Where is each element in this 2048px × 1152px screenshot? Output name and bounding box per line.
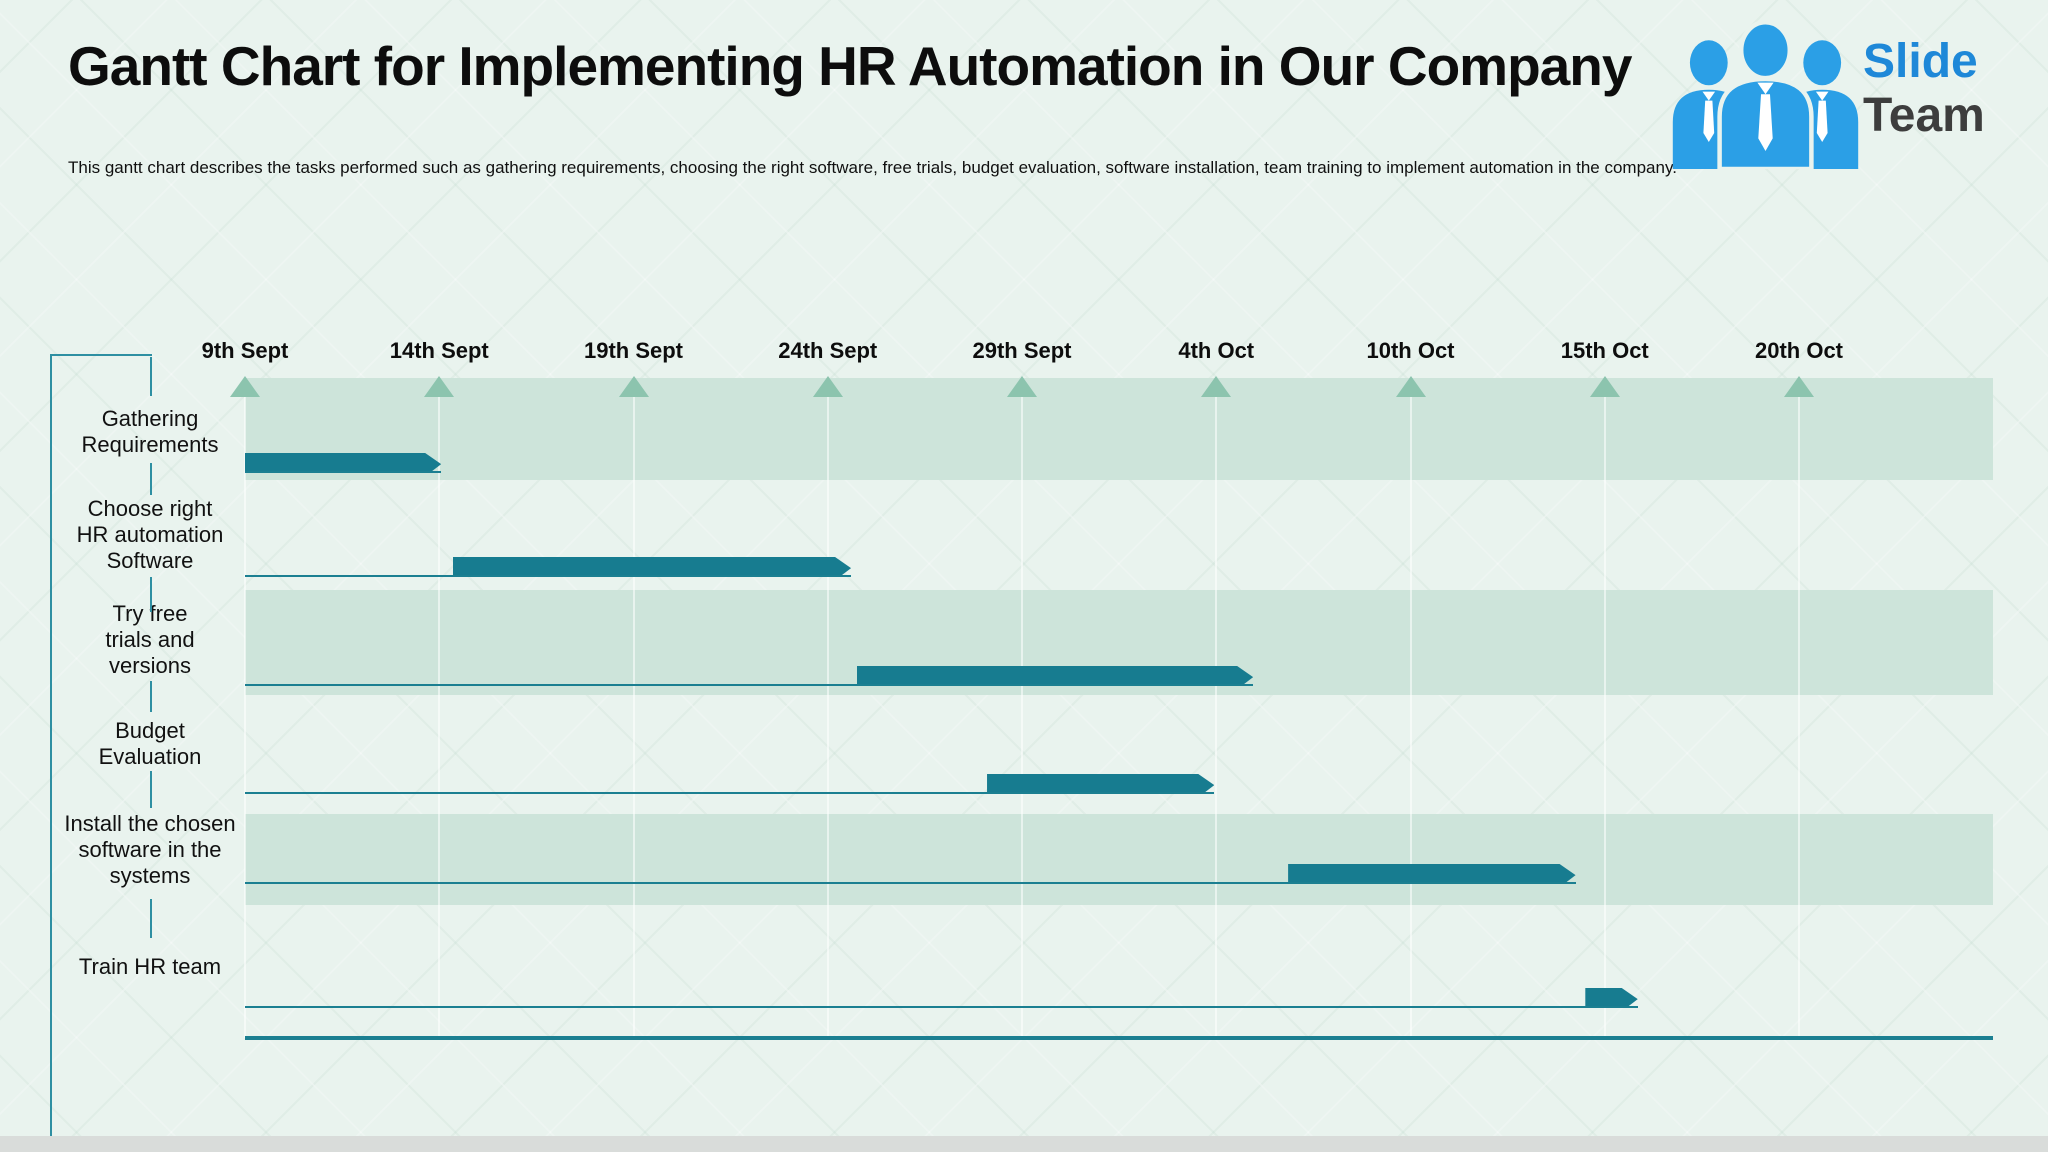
task-baseline bbox=[245, 575, 852, 577]
timeline-marker-triangle bbox=[618, 376, 649, 397]
timeline-gridline bbox=[632, 378, 635, 1038]
timeline-gridline bbox=[1603, 378, 1606, 1038]
task-baseline bbox=[245, 792, 1215, 794]
timeline-marker-triangle bbox=[1007, 376, 1037, 397]
timeline-gridline bbox=[244, 378, 246, 1038]
task-bracket-line bbox=[50, 354, 52, 1136]
task-label: Budget Evaluation bbox=[98, 718, 202, 769]
timeline-date-label: 20th Oct bbox=[1754, 338, 1844, 363]
timeline-date-label: 29th Sept bbox=[972, 338, 1072, 363]
task-baseline bbox=[245, 1006, 1638, 1008]
plot-bottom-line bbox=[245, 1036, 1993, 1040]
timeline-marker-triangle bbox=[1395, 376, 1426, 397]
logo-text: Slide Team bbox=[1863, 38, 1985, 140]
gantt-bar bbox=[453, 557, 851, 575]
page-title: Gantt Chart for Implementing HR Automati… bbox=[68, 35, 1632, 97]
label-connector-line bbox=[150, 577, 152, 612]
timeline-marker-triangle bbox=[812, 376, 843, 397]
page-subtitle: This gantt chart describes the tasks per… bbox=[68, 158, 1677, 177]
task-baseline bbox=[245, 882, 1576, 884]
timeline-date-label: 9th Sept bbox=[201, 338, 289, 363]
label-connector-line bbox=[150, 681, 152, 712]
timeline-marker-triangle bbox=[1784, 376, 1814, 397]
timeline-date-label: 24th Sept bbox=[778, 338, 878, 363]
label-connector-line bbox=[150, 357, 152, 396]
task-baseline bbox=[245, 471, 442, 473]
row-band bbox=[245, 378, 1993, 480]
logo-team-text: Team bbox=[1863, 89, 1985, 142]
slideteam-logo: Slide Team bbox=[1662, 16, 1985, 169]
team-people-icon bbox=[1672, 20, 1859, 169]
timeline-gridline bbox=[1215, 378, 1218, 1038]
task-label: Choose right HR automation Software bbox=[76, 496, 224, 573]
gantt-bar bbox=[1585, 988, 1637, 1006]
row-band bbox=[245, 814, 1993, 905]
timeline-date-label: 4th Oct bbox=[1178, 338, 1255, 363]
task-label: Install the chosen software in the systems bbox=[64, 811, 236, 888]
timeline-marker-triangle bbox=[1201, 376, 1232, 397]
logo-slide-text: Slide bbox=[1863, 35, 1978, 88]
gantt-bar bbox=[1288, 864, 1575, 882]
gantt-bar bbox=[987, 774, 1214, 792]
gantt-plot-area bbox=[230, 376, 1993, 1042]
task-label: Train HR team bbox=[78, 954, 222, 979]
label-connector-line bbox=[150, 899, 152, 938]
timeline-date-label: 15th Oct bbox=[1560, 338, 1649, 363]
timeline-date-label: 14th Sept bbox=[389, 338, 489, 363]
timeline-marker-triangle bbox=[1589, 376, 1620, 397]
timeline-gridline bbox=[438, 378, 441, 1038]
timeline-gridline bbox=[1409, 378, 1412, 1038]
gantt-bar bbox=[245, 453, 441, 471]
timeline-date-label: 10th Oct bbox=[1366, 338, 1455, 363]
timeline-marker-triangle bbox=[424, 376, 455, 397]
timeline-gridline bbox=[1021, 378, 1023, 1038]
task-label: Gathering Requirements bbox=[81, 406, 219, 457]
task-baseline bbox=[245, 684, 1254, 686]
bottom-strip bbox=[0, 1136, 2048, 1152]
task-bracket-top bbox=[50, 354, 152, 356]
label-connector-line bbox=[150, 463, 152, 495]
gantt-bar bbox=[857, 666, 1253, 684]
timeline-marker-triangle bbox=[230, 376, 260, 397]
task-label: Try free trials and versions bbox=[105, 601, 195, 678]
label-connector-line bbox=[150, 771, 152, 808]
timeline-gridline bbox=[1798, 378, 1800, 1038]
timeline-date-label: 19th Sept bbox=[583, 338, 684, 363]
timeline-gridline bbox=[826, 378, 829, 1038]
